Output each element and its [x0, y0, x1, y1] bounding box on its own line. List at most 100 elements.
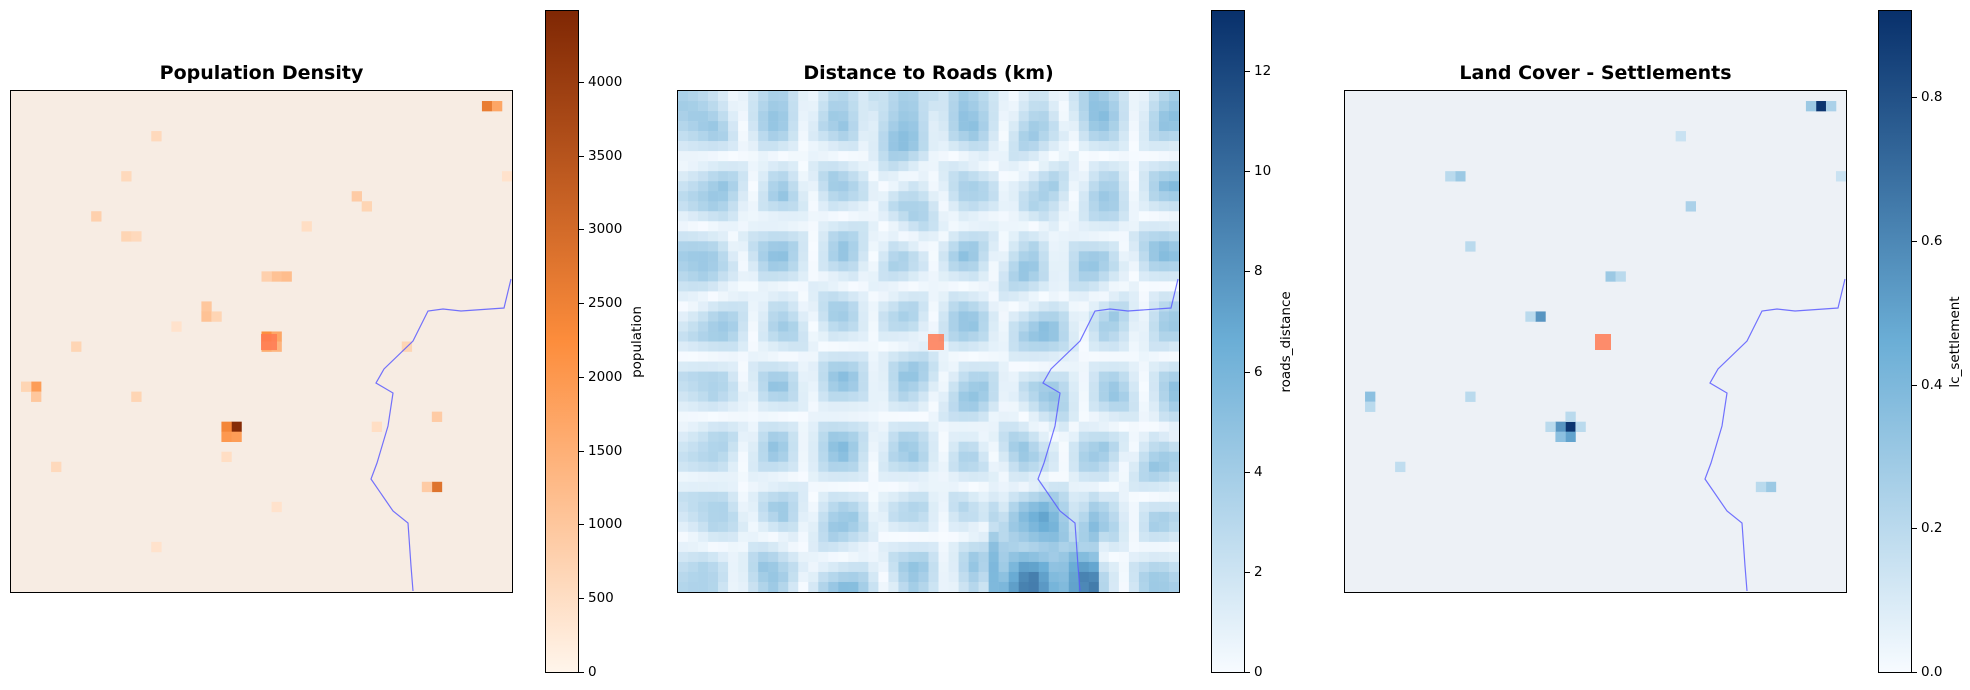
heatmap-cell [938, 511, 949, 523]
heatmap-cell [928, 371, 939, 382]
heatmap-cell [768, 161, 779, 172]
heatmap-cell [1068, 561, 1080, 573]
heatmap-cell [1048, 431, 1060, 442]
heatmap-cell [798, 331, 809, 342]
heatmap-cell [1008, 381, 1019, 392]
heatmap-cell [888, 161, 899, 172]
heatmap-cell [758, 151, 769, 162]
heatmap-cell [778, 141, 789, 152]
heatmap-cell [1078, 301, 1090, 312]
heatmap-cell [828, 571, 839, 583]
heatmap-cell [1118, 541, 1130, 553]
heatmap-cell [858, 221, 869, 232]
heatmap-cell [778, 171, 789, 182]
heatmap-cell [1158, 101, 1170, 112]
heatmap-cell [708, 201, 719, 212]
heatmap-cell [1078, 581, 1090, 592]
heatmap-cell [768, 511, 779, 523]
colorbar-tick [579, 303, 584, 304]
heatmap-cell [738, 491, 749, 503]
heatmap-cell [768, 351, 779, 362]
heatmap-cell [728, 271, 739, 282]
heatmap-cell [1158, 581, 1170, 592]
heatmap-cell [798, 481, 809, 493]
heatmap-cell [938, 301, 949, 312]
panel-title-settlements: Land Cover - Settlements [1459, 62, 1732, 84]
heatmap-cell [978, 341, 989, 352]
heatmap-cell [1018, 241, 1029, 252]
heatmap-cell [948, 111, 959, 122]
heatmap-cell [678, 431, 689, 442]
heatmap-cell [1068, 221, 1080, 232]
heatmap-cell [1018, 261, 1029, 272]
heatmap-cell [838, 351, 849, 362]
heatmap-cell [748, 251, 759, 262]
heatmap-cell [1168, 581, 1179, 592]
heatmap-cell [1098, 541, 1110, 553]
heatmap-cell [1168, 551, 1179, 563]
heatmap-cell [888, 401, 899, 412]
heatmap-cell [91, 211, 102, 222]
heatmap-cell [1158, 141, 1170, 152]
heatmap-cell [868, 541, 879, 553]
heatmap-cell [1088, 341, 1100, 352]
heatmap-cell [808, 281, 819, 292]
heatmap-cell [1088, 251, 1100, 262]
heatmap-cell [998, 271, 1009, 282]
heatmap-cell [748, 361, 759, 372]
heatmap-cell [948, 351, 959, 362]
heatmap-cell [888, 441, 899, 453]
heatmap-cell [688, 371, 699, 382]
heatmap-cell [798, 461, 809, 473]
heatmap-cell [1088, 481, 1100, 493]
heatmap-cell [1078, 271, 1090, 282]
heatmap-cell [1038, 251, 1050, 262]
heatmap-cell [1565, 411, 1576, 422]
heatmap-cell [738, 231, 749, 242]
heatmap-cell [1158, 531, 1170, 543]
heatmap-cell [1028, 311, 1040, 322]
heatmap-cell [728, 181, 739, 192]
heatmap-cell [698, 131, 709, 142]
heatmap-cell [998, 511, 1009, 523]
heatmap-cell [1108, 351, 1120, 362]
heatmap-cell [1118, 121, 1130, 132]
heatmap-cell [948, 471, 959, 483]
heatmap-cell [1028, 201, 1040, 212]
heatmap-cell [958, 111, 969, 122]
heatmap-cell [938, 291, 949, 302]
heatmap-cell [808, 161, 819, 172]
heatmap-cell [1078, 411, 1090, 422]
heatmap-cell [928, 221, 939, 232]
heatmap-cell [788, 571, 799, 583]
heatmap-cell [1078, 141, 1090, 152]
heatmap-cell [688, 461, 699, 473]
heatmap-cell [1058, 111, 1070, 122]
heatmap-cell [698, 141, 709, 152]
heatmap-cell [988, 171, 999, 182]
heatmap-cell [1008, 491, 1019, 503]
heatmap-cell [898, 151, 909, 162]
heatmap-cell [1008, 231, 1019, 242]
heatmap-cell [1078, 171, 1090, 182]
heatmap-cell [1098, 311, 1110, 322]
heatmap-cell [858, 211, 869, 222]
heatmap-cell [758, 501, 769, 513]
heatmap-cell [1018, 481, 1029, 493]
heatmap-cell [718, 131, 729, 142]
heatmap-cell [738, 511, 749, 523]
heatmap-cell [968, 511, 979, 523]
heatmap-cell [838, 161, 849, 172]
heatmap-cell [738, 251, 749, 262]
heatmap-cell [808, 441, 819, 453]
heatmap-cell [828, 241, 839, 252]
heatmap-cell [1028, 471, 1040, 483]
heatmap-cell [928, 321, 939, 332]
heatmap-cell [698, 111, 709, 122]
heatmap-cell [748, 471, 759, 483]
heatmap-cell [1068, 201, 1080, 212]
colorbar-tick [579, 672, 584, 673]
heatmap-cell [758, 381, 769, 392]
heatmap-cell [878, 201, 889, 212]
heatmap-cell [1028, 571, 1040, 583]
